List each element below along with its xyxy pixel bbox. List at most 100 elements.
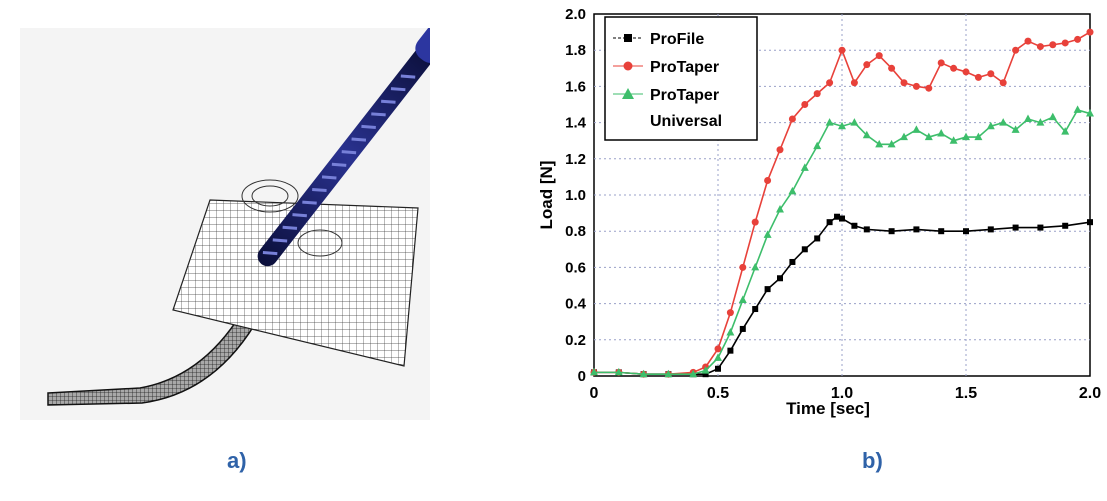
data-point-protaper xyxy=(788,115,796,123)
data-point-protaper-universal xyxy=(875,139,884,148)
data-point-profile xyxy=(789,258,796,265)
data-point-protaper xyxy=(974,73,982,81)
y-tick-label: 1.4 xyxy=(565,115,587,132)
data-point-profile xyxy=(1087,219,1093,226)
load-time-chart: 0 0.5 1.0 1.5 2.0 0 0.2 0.4 0.6 0.8 1.0 1.2 1.4 1.6 1.… xyxy=(537,6,1101,418)
data-point-protaper-universal xyxy=(738,295,747,303)
y-tick-label: 0 xyxy=(578,368,586,385)
data-point-protaper-universal xyxy=(962,132,970,141)
data-point-profile xyxy=(839,215,845,222)
data-point-protaper xyxy=(900,79,908,87)
data-point-protaper-universal xyxy=(1073,105,1082,113)
data-point-protaper-universal xyxy=(949,136,958,144)
data-point-protaper xyxy=(850,79,858,87)
data-point-profile xyxy=(739,325,746,332)
data-point-protaper-universal xyxy=(689,369,698,378)
data-point-profile xyxy=(727,347,734,354)
data-point-protaper xyxy=(726,309,734,317)
x-tick-label: 2.0 xyxy=(1079,385,1101,402)
data-point-protaper-universal xyxy=(1061,127,1070,135)
legend-label-protaper-universal: ProTaper Universal xyxy=(650,87,722,130)
data-point-protaper-universal xyxy=(1036,118,1045,126)
y-tick-label: 1.0 xyxy=(565,187,586,204)
y-tick-label: 0.4 xyxy=(565,296,587,313)
data-point-profile xyxy=(1062,222,1069,229)
data-point-protaper xyxy=(1086,28,1094,36)
data-point-protaper-universal xyxy=(788,186,797,195)
data-point-protaper-universal xyxy=(614,367,623,376)
data-point-protaper-universal xyxy=(1086,109,1094,117)
data-point-profile xyxy=(1012,224,1019,231)
data-point-protaper xyxy=(838,46,846,54)
legend-item-profile: ProFile xyxy=(613,31,704,48)
data-point-protaper-universal xyxy=(850,118,859,126)
data-point-protaper-universal xyxy=(776,204,784,213)
y-axis-label: Load [N] xyxy=(537,161,556,230)
data-point-protaper xyxy=(826,79,834,87)
x-tick-label: 1.0 xyxy=(831,385,853,402)
data-point-protaper xyxy=(999,79,1007,87)
data-point-protaper xyxy=(776,146,784,154)
data-point-profile xyxy=(888,228,895,235)
legend-item-protaper-universal: ProTaper Universal xyxy=(613,87,722,130)
legend: ProFile ProTaper ProTaper Universal xyxy=(604,16,758,141)
data-point-protaper-universal xyxy=(590,367,598,376)
data-point-protaper-universal xyxy=(937,128,946,137)
caption-b: b) xyxy=(862,448,883,473)
mesh-illustration xyxy=(47,23,453,406)
data-point-protaper xyxy=(912,82,920,90)
data-point-profile xyxy=(752,306,759,313)
data-point-protaper-universal xyxy=(887,139,896,148)
data-point-protaper xyxy=(863,61,871,69)
data-point-protaper xyxy=(1012,46,1020,54)
x-tick-label: 1.5 xyxy=(955,385,977,402)
data-point-protaper xyxy=(1074,35,1082,43)
data-point-profile xyxy=(764,286,771,293)
data-point-protaper xyxy=(950,64,958,72)
caption-a: a) xyxy=(227,448,247,473)
data-point-protaper xyxy=(962,68,970,76)
x-tick-label: 0.5 xyxy=(707,385,729,402)
data-point-protaper-universal xyxy=(664,369,673,378)
data-point-profile xyxy=(715,365,721,372)
data-point-protaper-universal xyxy=(726,328,735,336)
y-tick-label: 1.6 xyxy=(565,78,586,95)
data-point-profile xyxy=(801,246,808,253)
data-point-protaper xyxy=(739,263,747,271)
data-point-protaper-universal xyxy=(639,369,648,378)
y-tick-label: 1.8 xyxy=(565,42,586,59)
data-point-protaper xyxy=(1024,37,1032,45)
data-point-protaper-universal xyxy=(862,130,871,139)
data-point-profile xyxy=(987,226,994,233)
data-point-protaper-universal xyxy=(763,230,772,238)
data-point-protaper-universal xyxy=(900,132,908,141)
data-point-profile xyxy=(938,228,945,235)
data-point-profile xyxy=(777,275,783,282)
legend-label-protaper: ProTaper xyxy=(650,59,719,76)
data-point-protaper-universal xyxy=(751,262,760,271)
legend-label-profile: ProFile xyxy=(650,31,704,48)
data-point-profile xyxy=(702,371,709,378)
data-point-protaper xyxy=(1036,43,1044,51)
series-protaper-universal xyxy=(590,105,1094,378)
load-chart-panel: 0 0.5 1.0 1.5 2.0 0 0.2 0.4 0.6 0.8 1.0 1.2 1.4 1.6 1.… xyxy=(528,0,1107,420)
data-point-protaper-universal xyxy=(999,118,1008,126)
data-point-profile xyxy=(1037,224,1044,231)
data-point-protaper xyxy=(925,84,933,92)
y-tick-label: 1.2 xyxy=(565,151,586,168)
data-point-protaper-universal xyxy=(912,125,921,133)
data-point-protaper xyxy=(1049,41,1057,49)
data-point-protaper xyxy=(875,52,883,60)
data-point-protaper xyxy=(751,218,759,226)
data-point-profile xyxy=(851,222,858,229)
rotary-file xyxy=(257,23,453,267)
data-point-protaper xyxy=(888,64,896,72)
x-axis-label: Time [sec] xyxy=(786,399,870,418)
data-point-protaper-universal xyxy=(714,353,722,361)
data-point-protaper-universal xyxy=(813,141,822,150)
y-tick-label: 2.0 xyxy=(565,6,586,23)
data-point-profile xyxy=(963,228,969,235)
data-point-protaper-universal xyxy=(1048,112,1057,121)
x-tick-label: 0 xyxy=(590,385,599,402)
legend-item-protaper: ProTaper xyxy=(613,59,719,76)
